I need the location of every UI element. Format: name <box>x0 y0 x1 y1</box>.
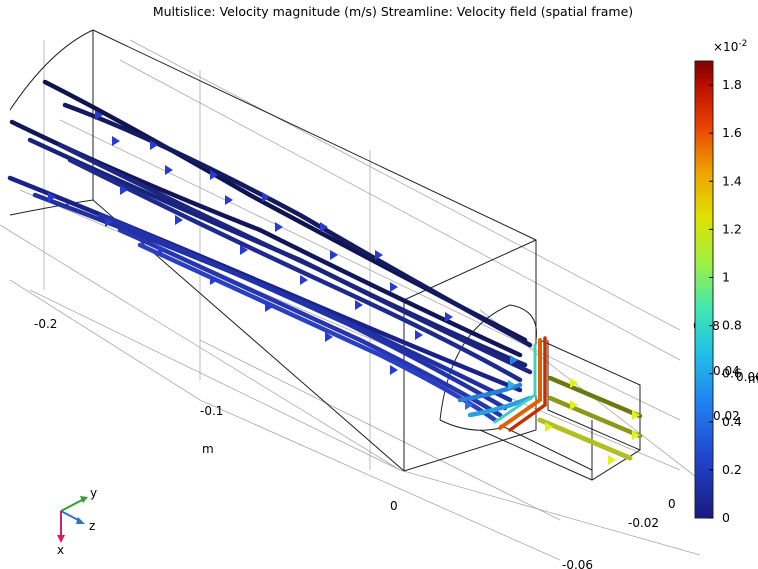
y-tick-label: 0 <box>390 499 398 513</box>
colorbar-tick-label: 1 <box>722 269 730 284</box>
colorbar-tick-label: 0 <box>722 510 730 525</box>
streamline-arrows <box>48 110 518 410</box>
colorbar-gradient <box>694 60 714 519</box>
colorbar-exponent-power: -2 <box>738 39 747 49</box>
z-tick-label: -0.06 <box>562 558 593 569</box>
right-axis-unit: m <box>748 372 758 386</box>
domain-geometry <box>9 29 641 481</box>
triad-y-label: y <box>90 486 97 500</box>
colorbar-tick-label: 0.8 <box>722 318 742 333</box>
colorbar-tick-label: 1.8 <box>722 77 742 92</box>
outlet-arrows <box>545 378 640 465</box>
colorbar-tick-label: 1.2 <box>722 221 742 236</box>
z-tick-label: -0.02 <box>628 516 659 530</box>
axis-tick-labels: -0.2 -0.1 m 0 0 -0.02 -0.06 0.08 0.06 0.… <box>34 317 758 569</box>
colorbar-exponent-base: ×10 <box>713 40 738 54</box>
grid-lines <box>0 39 701 561</box>
z-tick-label: 0 <box>668 497 676 511</box>
x-axis-unit: m <box>202 442 214 456</box>
x-tick-label: -0.1 <box>200 404 223 418</box>
colorbar-tick-label: 0.6 <box>722 366 742 381</box>
streamlines <box>7 79 643 461</box>
right-tick-label: 0.06 <box>736 370 758 384</box>
triad-x-label: x <box>57 543 64 557</box>
right-tick-label: 0.04 <box>713 364 740 378</box>
x-tick-label: -0.2 <box>34 317 57 331</box>
right-tick-label: 0.02 <box>713 409 740 423</box>
colorbar-exponent: ×10-2 <box>713 39 747 54</box>
colorbar-tick-label: 0.2 <box>722 462 742 477</box>
triad-z-label: z <box>89 519 95 533</box>
colorbar: ×10-2 0 0.2 0.4 0.6 0.8 1 1.2 1.4 1.6 1.8 <box>694 39 747 525</box>
colorbar-tick-label: 1.6 <box>722 125 742 140</box>
plot-title: Multislice: Velocity magnitude (m/s) Str… <box>152 4 634 19</box>
colorbar-tick-label: 0.4 <box>722 414 742 429</box>
axis-orientation-triad: y z x <box>57 486 97 557</box>
colorbar-tick-label: 1.4 <box>722 173 742 188</box>
